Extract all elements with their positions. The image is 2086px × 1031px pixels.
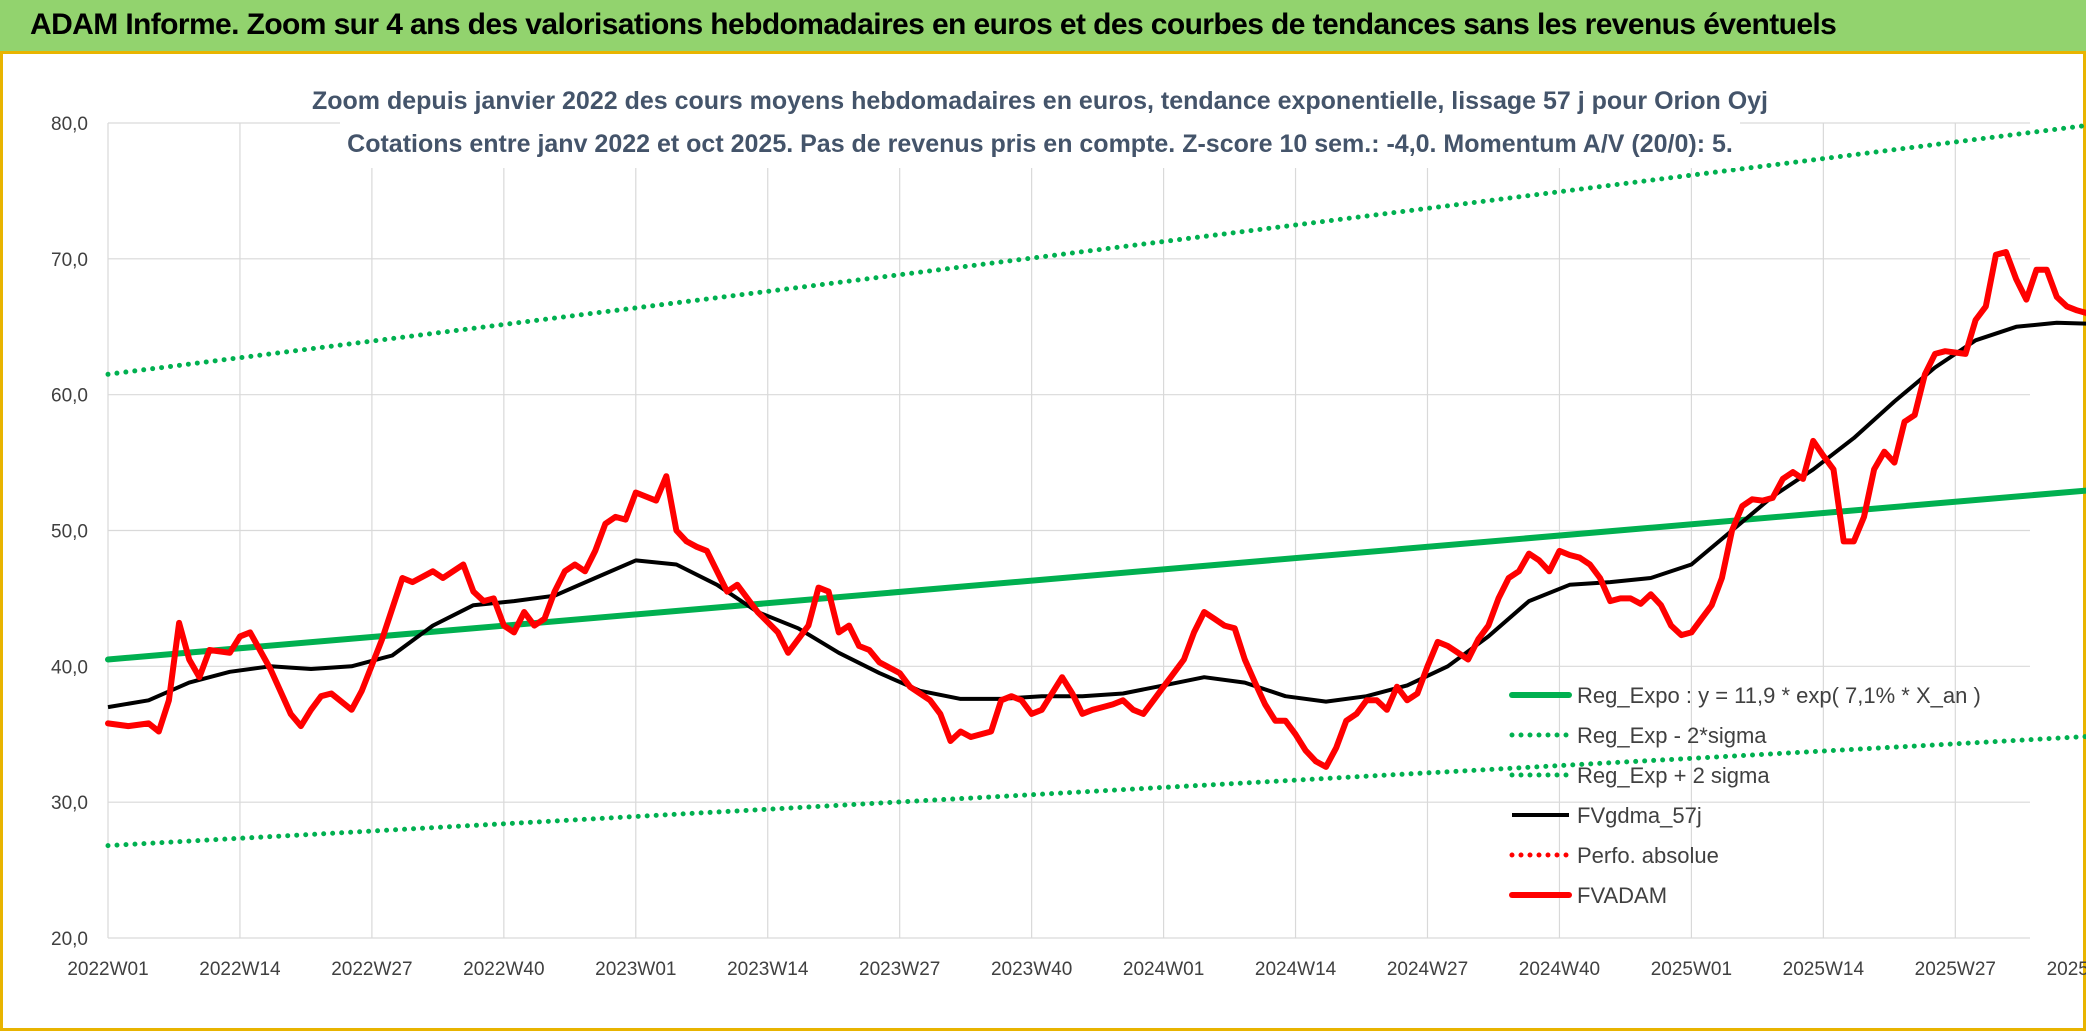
chart-title: Zoom depuis janvier 2022 des cours moyen… — [312, 87, 1768, 115]
x-tick-label: 2023W27 — [859, 959, 940, 980]
series-line-reg-exp-2-sigma — [105, 734, 2086, 849]
series-line-reg-expo-y-11-9-exp-7-1-x-an — [105, 487, 2086, 663]
y-tick-label: 80,0 — [51, 114, 88, 135]
legend-label: Perfo. absolue — [1577, 843, 1719, 868]
x-tick-label: 2022W40 — [463, 959, 544, 980]
y-tick-label: 20,0 — [51, 929, 88, 950]
x-tick-label: 2025W27 — [1915, 959, 1996, 980]
title-background — [340, 78, 1740, 168]
x-tick-label: 2024W27 — [1387, 959, 1468, 980]
legend-label: FVgdma_57j — [1577, 803, 1702, 828]
y-axis: 80,0 70,0 60,0 50,0 40,0 30,0 20,0 — [51, 114, 88, 950]
x-tick-label: 2025W40 — [2047, 959, 2086, 980]
x-tick-label: 2023W01 — [595, 959, 676, 980]
y-tick-label: 30,0 — [51, 793, 88, 814]
x-tick-label: 2022W01 — [67, 959, 148, 980]
x-tick-label: 2025W14 — [1783, 959, 1865, 980]
y-tick-label: 50,0 — [51, 522, 88, 543]
chart-series — [105, 123, 2086, 849]
chart-frame — [0, 54, 2086, 1031]
legend-label: Reg_Expo : y = 11,9 * exp( 7,1% * X_an ) — [1577, 683, 1981, 708]
x-tick-label: 2022W27 — [331, 959, 412, 980]
x-tick-label: 2024W01 — [1123, 959, 1204, 980]
y-tick-label: 70,0 — [51, 250, 88, 271]
x-tick-label: 2023W14 — [727, 959, 809, 980]
series-line-reg-exp-2-sigma — [105, 123, 2086, 377]
chart-grid — [107, 122, 2030, 939]
x-tick-label: 2023W40 — [991, 959, 1072, 980]
legend-label: Reg_Exp + 2 sigma — [1577, 763, 1770, 788]
y-tick-label: 60,0 — [51, 386, 88, 407]
chart-subtitle: Cotations entre janv 2022 et oct 2025. P… — [347, 130, 1733, 158]
legend-label: FVADAM — [1577, 883, 1667, 908]
chart-legend: Reg_Expo : y = 11,9 * exp( 7,1% * X_an )… — [1509, 683, 1981, 908]
report-title: ADAM Informe. Zoom sur 4 ans des valoris… — [30, 8, 1837, 41]
legend-label: Reg_Exp - 2*sigma — [1577, 723, 1767, 748]
x-tick-label: 2025W01 — [1651, 959, 1732, 980]
x-tick-label: 2024W14 — [1255, 959, 1337, 980]
y-tick-label: 40,0 — [51, 657, 88, 678]
x-tick-label: 2022W14 — [199, 959, 281, 980]
report-banner: ADAM Informe. Zoom sur 4 ans des valoris… — [0, 0, 2086, 54]
x-axis: 2022W01 2022W14 2022W27 2022W40 2023W01 2023W… — [67, 959, 2086, 980]
chart-title-block: Zoom depuis janvier 2022 des cours moyen… — [312, 78, 1768, 168]
x-tick-label: 2024W40 — [1519, 959, 1600, 980]
series-line-fvadam — [105, 249, 2086, 770]
